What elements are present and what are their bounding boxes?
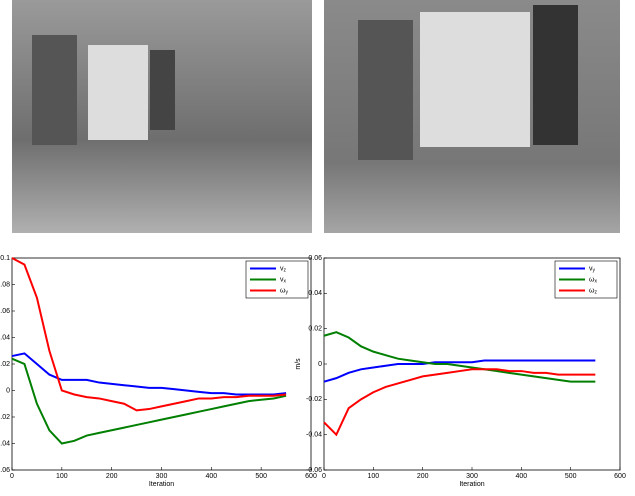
legend-label: vx [280,276,287,284]
y-tick-label: -0.02 [306,396,322,403]
y-tick-label: 0.1 [0,255,10,262]
x-tick-label: 300 [466,473,478,480]
series-line [11,257,287,412]
x-tick-label: 500 [255,473,267,480]
x-tick-label: 200 [417,473,429,480]
x-axis-label: Iteration [149,481,174,488]
y-tick-label: 0 [6,387,10,394]
y-tick-label: 0 [318,361,322,368]
legend-label: vz [280,265,287,273]
x-tick-label: 300 [156,473,168,480]
x-tick-label: 0 [322,473,326,480]
camera-image-left [12,0,312,233]
x-tick-label: 400 [205,473,217,480]
y-tick-label: 0.08 [0,281,10,288]
legend-label: vy [589,265,596,273]
x-tick-label: 100 [56,473,68,480]
camera-image-right [324,0,620,233]
series-line [323,368,596,437]
x-tick-label: 600 [614,473,626,480]
y-tick-label: 0.02 [0,361,10,368]
series-line [11,357,287,445]
x-axis-label: Iteration [459,481,484,488]
x-tick-label: 200 [106,473,118,480]
y-tick-label: 0.04 [0,334,10,341]
x-tick-label: 600 [305,473,317,480]
y-tick-label: 0.06 [0,308,10,315]
y-axis-label: m/s [295,358,302,370]
y-tick-label: -0.02 [0,414,10,421]
series-line [323,359,596,383]
legend-label: ωy [280,287,288,295]
series-line [323,331,596,383]
y-tick-label: 0.04 [308,290,322,297]
y-tick-label: -0.06 [306,467,322,474]
legend-label: ωx [589,276,597,284]
y-tick-label: -0.04 [306,432,322,439]
x-tick-label: 500 [565,473,577,480]
y-tick-label: 0.02 [308,326,322,333]
legend-label: ωz [589,287,597,295]
y-tick-label: -0.04 [0,440,10,447]
x-tick-label: 400 [515,473,527,480]
y-tick-label: -0.06 [0,467,10,474]
x-tick-label: 100 [367,473,379,480]
x-tick-label: 0 [10,473,14,480]
y-tick-label: 0.06 [308,255,322,262]
